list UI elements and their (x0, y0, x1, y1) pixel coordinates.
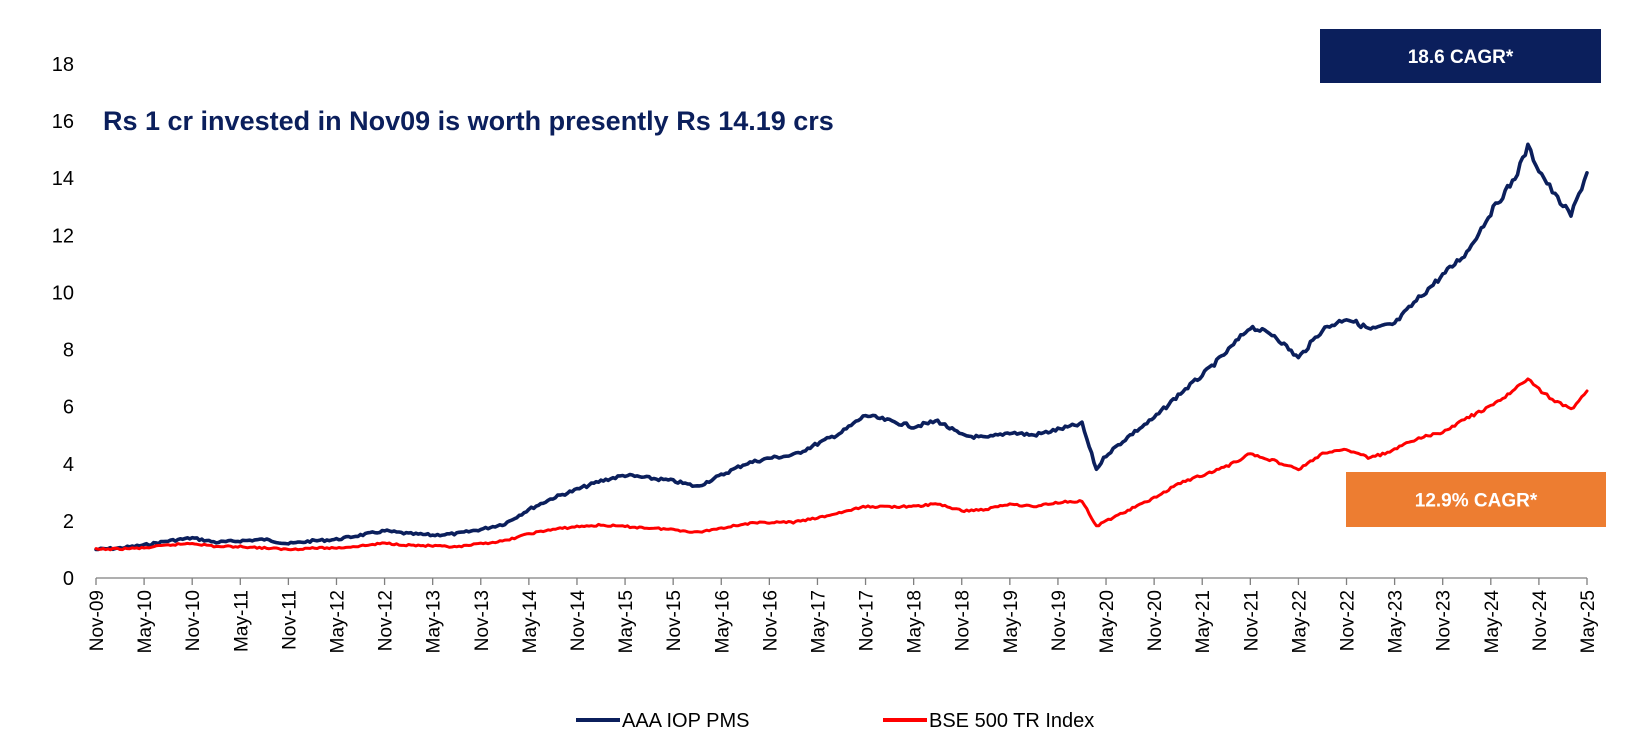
x-tick-label: Nov-17 (857, 590, 878, 651)
x-tick-label: May-13 (424, 590, 445, 653)
x-tick-label: May-17 (808, 590, 829, 653)
y-tick-label: 18 (52, 54, 74, 76)
x-tick-label: May-14 (520, 590, 541, 654)
x-tick-label: May-23 (1386, 590, 1407, 653)
x-tick-label: Nov-15 (664, 590, 685, 651)
y-tick-label: 0 (63, 568, 74, 590)
y-tick-label: 8 (63, 340, 74, 362)
x-axis: Nov-09 May-10 Nov-10 May-11 Nov-11 May-12 Nov-… (87, 577, 1599, 654)
x-tick-label: May-10 (135, 590, 156, 653)
x-tick-label: May-21 (1193, 590, 1214, 653)
x-tick-label: May-25 (1578, 590, 1599, 653)
legend-entry: AAA IOP PMS (576, 710, 749, 732)
y-tick-label: 16 (52, 111, 74, 133)
x-tick-label: May-24 (1482, 590, 1503, 654)
legend-label: AAA IOP PMS (622, 710, 749, 732)
x-tick-label: Nov-24 (1530, 590, 1551, 652)
cagr-badge: 18.6 CAGR* (1320, 29, 1601, 83)
y-axis: 0 2 4 6 8 10 12 14 16 18 (52, 54, 74, 590)
x-tick-label: May-11 (231, 590, 252, 652)
cagr-badge-box (1320, 29, 1601, 83)
x-tick-label: May-19 (1001, 590, 1022, 653)
annotation-layer: 18.6 CAGR* 12.9% CAGR* (1320, 29, 1606, 527)
y-tick-label: 14 (52, 168, 74, 190)
cagr-badge-label: 12.9% CAGR* (1415, 491, 1538, 512)
series-line-bse-500-tr-index (94, 377, 1589, 552)
x-tick-label: May-12 (327, 590, 348, 653)
x-tick-label: May-16 (712, 590, 733, 653)
y-tick-label: 6 (63, 397, 74, 419)
cagr-badge-label: 18.6 CAGR* (1408, 47, 1514, 68)
legend: AAA IOP PMS BSE 500 TR Index (576, 710, 1094, 732)
x-tick-label: May-22 (1289, 590, 1310, 653)
x-tick-label: Nov-14 (568, 590, 589, 652)
x-tick-label: May-20 (1097, 590, 1118, 653)
x-tick-label: Nov-21 (1241, 590, 1262, 651)
x-tick-label: May-15 (616, 590, 637, 653)
x-tick-label: Nov-13 (472, 590, 493, 651)
legend-label: BSE 500 TR Index (929, 710, 1094, 732)
x-tick-label: Nov-20 (1145, 590, 1166, 651)
x-tick-label: Nov-23 (1434, 590, 1455, 651)
y-tick-label: 10 (52, 282, 74, 304)
cagr-badge-box (1346, 472, 1606, 527)
cagr-badge: 12.9% CAGR* (1346, 472, 1606, 527)
chart-title: Rs 1 cr invested in Nov09 is worth prese… (103, 106, 834, 136)
legend-entry: BSE 500 TR Index (883, 710, 1094, 732)
y-tick-label: 12 (52, 225, 74, 247)
series-line-aaa-iop-pms (94, 142, 1589, 552)
series-layer (94, 142, 1589, 552)
x-tick-label: Nov-16 (760, 590, 781, 651)
x-tick-label: Nov-11 (279, 590, 300, 650)
x-tick-label: Nov-19 (1049, 590, 1070, 651)
y-tick-label: 4 (63, 454, 74, 476)
x-tick-label: Nov-12 (376, 590, 397, 651)
x-tick-label: Nov-22 (1338, 590, 1359, 651)
x-tick-label: Nov-09 (87, 590, 108, 651)
x-tick-label: Nov-10 (183, 590, 204, 651)
y-tick-label: 2 (63, 511, 74, 533)
x-tick-label: May-18 (905, 590, 926, 653)
x-tick-label: Nov-18 (953, 590, 974, 651)
